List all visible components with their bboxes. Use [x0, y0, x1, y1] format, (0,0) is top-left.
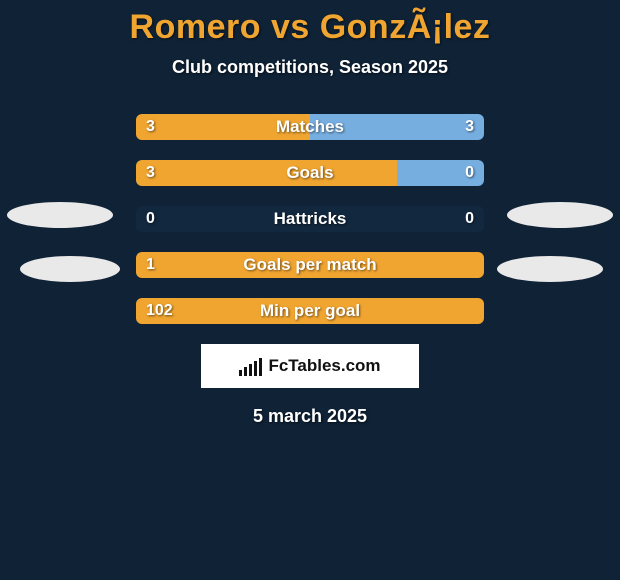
- avatar-left-2: [20, 256, 120, 282]
- stats-block: 33Matches 30Goals 00Hattricks 1Goals per ma…: [136, 114, 484, 324]
- stat-row: 00Hattricks: [136, 206, 484, 232]
- brand-text: FcTables.com: [268, 356, 380, 376]
- subtitle: Club competitions, Season 2025: [0, 57, 620, 78]
- date-label: 5 march 2025: [0, 406, 620, 427]
- avatar-right-1: [507, 202, 613, 228]
- stat-row: 30Goals: [136, 160, 484, 186]
- stat-label: Hattricks: [136, 206, 484, 232]
- comparison-card: Romero vs GonzÃ¡lez Club competitions, S…: [0, 0, 620, 580]
- page-title: Romero vs GonzÃ¡lez: [0, 0, 620, 47]
- stat-label: Min per goal: [136, 298, 484, 324]
- stat-row: 1Goals per match: [136, 252, 484, 278]
- stat-label: Goals: [136, 160, 484, 186]
- stat-label: Goals per match: [136, 252, 484, 278]
- stat-row: 102Min per goal: [136, 298, 484, 324]
- avatar-left-1: [7, 202, 113, 228]
- avatar-right-2: [497, 256, 603, 282]
- stat-row: 33Matches: [136, 114, 484, 140]
- stat-label: Matches: [136, 114, 484, 140]
- brand-badge: FcTables.com: [201, 344, 419, 388]
- brand-bars-icon: [239, 356, 262, 376]
